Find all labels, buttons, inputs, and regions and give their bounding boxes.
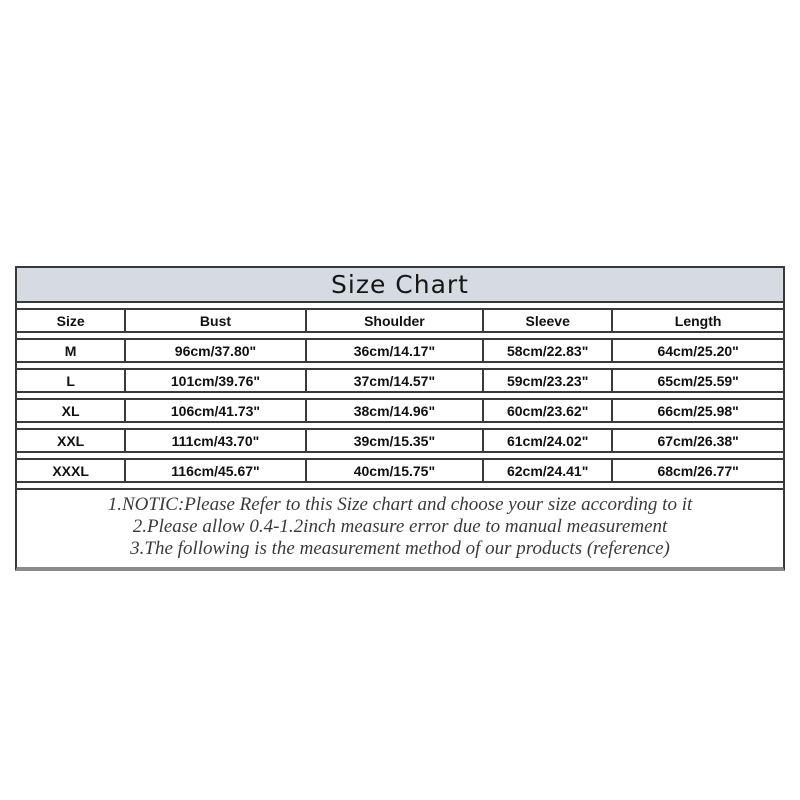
- length-cell: 68cm/26.77": [611, 460, 783, 481]
- title-band: Size Chart: [17, 268, 783, 303]
- shoulder-cell: 40cm/15.75": [304, 460, 482, 481]
- notes-section: 1.NOTIC:Please Refer to this Size chart …: [17, 488, 783, 567]
- shoulder-cell: 39cm/15.35": [304, 430, 482, 451]
- bust-cell: 101cm/39.76": [124, 370, 304, 391]
- shoulder-cell: 36cm/14.17": [304, 340, 482, 361]
- chart-title: Size Chart: [331, 270, 469, 299]
- shoulder-cell: 37cm/14.57": [304, 370, 482, 391]
- length-cell: 64cm/25.20": [611, 340, 783, 361]
- table-row-xxl: XXL 111cm/43.70" 39cm/15.35" 61cm/24.02"…: [17, 428, 783, 453]
- size-cell: L: [66, 372, 75, 389]
- note-line-2: 2.Please allow 0.4-1.2inch measure error…: [132, 516, 668, 537]
- column-header-bust: Bust: [124, 310, 304, 331]
- sleeve-cell: 61cm/24.02": [482, 430, 611, 451]
- table-row-m: M 96cm/37.80" 36cm/14.17" 58cm/22.83" 64…: [17, 338, 783, 363]
- header-row: Size Bust Shoulder Sleeve Length: [17, 308, 783, 333]
- table-row-xl: XL 106cm/41.73" 38cm/14.96" 60cm/23.62" …: [17, 398, 783, 423]
- note-line-1: 1.NOTIC:Please Refer to this Size chart …: [107, 494, 693, 515]
- table-row-xxxl: XXXL 116cm/45.67" 40cm/15.75" 62cm/24.41…: [17, 458, 783, 483]
- bust-cell: 96cm/37.80": [124, 340, 304, 361]
- sleeve-cell: 58cm/22.83": [482, 340, 611, 361]
- size-cell: XXL: [57, 432, 85, 449]
- bust-cell: 106cm/41.73": [124, 400, 304, 421]
- table-row-l: L 101cm/39.76" 37cm/14.57" 59cm/23.23" 6…: [17, 368, 783, 393]
- column-header-size: Size: [56, 312, 85, 329]
- column-header-sleeve: Sleeve: [482, 310, 611, 331]
- sleeve-cell: 59cm/23.23": [482, 370, 611, 391]
- bust-cell: 111cm/43.70": [124, 430, 304, 451]
- length-cell: 66cm/25.98": [611, 400, 783, 421]
- shoulder-cell: 38cm/14.96": [304, 400, 482, 421]
- size-cell: XXXL: [52, 462, 89, 479]
- column-header-shoulder: Shoulder: [304, 310, 482, 331]
- size-cell: XL: [61, 402, 80, 419]
- size-cell: M: [64, 342, 77, 359]
- note-line-3: 3.The following is the measurement metho…: [130, 538, 670, 559]
- sleeve-cell: 62cm/24.41": [482, 460, 611, 481]
- size-chart-table: Size Chart Size Bust Shoulder Sleeve Len…: [15, 266, 785, 571]
- sleeve-cell: 60cm/23.62": [482, 400, 611, 421]
- column-header-length: Length: [611, 310, 783, 331]
- bust-cell: 116cm/45.67": [124, 460, 304, 481]
- length-cell: 65cm/25.59": [611, 370, 783, 391]
- length-cell: 67cm/26.38": [611, 430, 783, 451]
